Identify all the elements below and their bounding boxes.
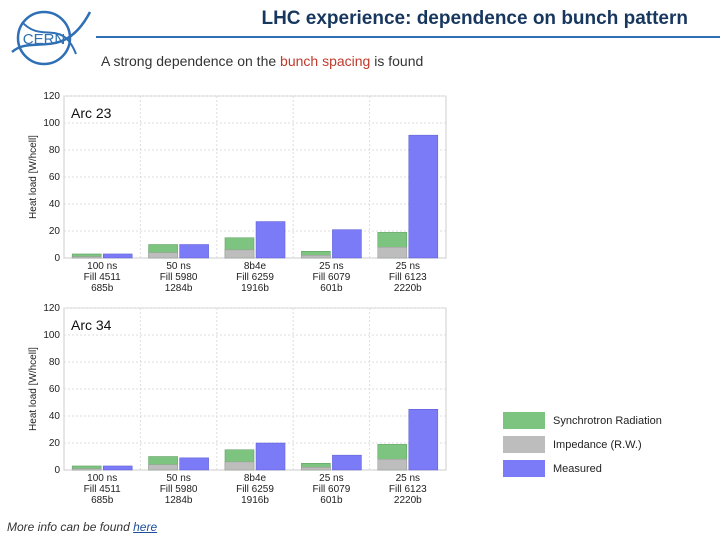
x-tick-label: 25 ns xyxy=(319,473,343,484)
x-tick-label: 50 ns xyxy=(166,473,190,484)
y-axis-label: Heat load [W/hcell] xyxy=(28,135,39,219)
chart-arc-23: 0 20 40 60 80 100 120 Heat load [W/hcell] 100 ns… xyxy=(28,91,447,294)
legend-item-synchrotron: Synchrotron Radiation xyxy=(503,412,703,429)
y-tick-label: 20 xyxy=(49,438,61,449)
x-tick-label: 2220b xyxy=(394,283,422,294)
bar-impedance xyxy=(71,256,102,259)
bar-impedance xyxy=(377,246,408,259)
chart-legend: Synchrotron Radiation Impedance (R.W.) M… xyxy=(503,412,703,484)
bar-measured xyxy=(332,229,362,259)
subtitle-text-after: is found xyxy=(370,53,424,69)
bar-measured xyxy=(179,457,209,471)
cern-logo: CERN xyxy=(2,4,98,68)
x-tick-label: Fill 6123 xyxy=(389,272,427,283)
more-info-link[interactable]: here xyxy=(133,520,158,534)
x-tick-label: Fill 6123 xyxy=(389,484,427,495)
x-tick-label: Fill 4511 xyxy=(84,272,121,283)
bar-impedance xyxy=(71,468,102,471)
chart-arc-34: 0 20 40 60 80 100 120 Heat load [W/hcell] 100 ns… xyxy=(28,303,447,506)
y-tick-label: 0 xyxy=(54,253,60,264)
x-tick-label: 25 ns xyxy=(396,261,420,272)
logo-text: CERN xyxy=(23,31,66,48)
x-tick-label: 1284b xyxy=(165,283,193,294)
legend-item-impedance: Impedance (R.W.) xyxy=(503,436,703,453)
legend-swatch-measured xyxy=(503,460,545,477)
x-tick-label: 25 ns xyxy=(396,473,420,484)
y-axis-label: Heat load [W/hcell] xyxy=(28,347,39,431)
bar-impedance xyxy=(224,461,255,471)
title-divider xyxy=(96,36,720,38)
legend-label-measured: Measured xyxy=(553,462,602,475)
bar-impedance xyxy=(224,249,255,259)
y-tick-label: 120 xyxy=(43,303,60,314)
bar-measured xyxy=(102,253,133,259)
bar-impedance xyxy=(148,252,178,259)
bar-measured xyxy=(332,454,362,471)
x-tick-label: 8b4e xyxy=(244,261,267,272)
x-tick-label: Fill 6259 xyxy=(236,272,274,283)
plot-area xyxy=(63,307,447,471)
y-tick-label: 40 xyxy=(49,199,61,210)
x-tick-label: Fill 5980 xyxy=(160,484,198,495)
bar-measured xyxy=(408,134,439,259)
y-tick-label: 80 xyxy=(49,145,61,156)
x-tick-label: 100 ns xyxy=(87,261,117,272)
x-tick-label: 1916b xyxy=(241,495,269,506)
y-tick-label: 60 xyxy=(49,172,61,183)
y-tick-label: 120 xyxy=(43,91,60,102)
x-tick-label: 100 ns xyxy=(87,473,117,484)
plot-area xyxy=(63,95,447,259)
y-tick-label: 60 xyxy=(49,384,61,395)
y-tick-label: 0 xyxy=(54,465,60,476)
page-title: LHC experience: dependence on bunch patt… xyxy=(261,8,688,29)
x-tick-label: 685b xyxy=(91,283,114,294)
legend-swatch-impedance xyxy=(503,436,545,453)
y-tick-label: 80 xyxy=(49,357,61,368)
bar-measured xyxy=(179,244,209,259)
x-tick-label: Fill 6259 xyxy=(236,484,274,495)
x-tick-label: 1284b xyxy=(165,495,193,506)
x-tick-label: 50 ns xyxy=(166,261,190,272)
bar-measured xyxy=(408,409,439,471)
x-tick-label: 601b xyxy=(320,495,343,506)
x-tick-label: 685b xyxy=(91,495,114,506)
legend-item-measured: Measured xyxy=(503,460,703,477)
bar-impedance xyxy=(148,464,178,471)
bar-measured xyxy=(255,221,286,259)
bar-impedance xyxy=(301,467,331,471)
bar-measured xyxy=(255,442,286,471)
x-tick-label: 25 ns xyxy=(319,261,343,272)
y-tick-label: 40 xyxy=(49,411,61,422)
y-tick-label: 20 xyxy=(49,226,61,237)
subtitle-accent: bunch spacing xyxy=(280,53,371,69)
bar-impedance xyxy=(301,255,331,259)
chart-title: Arc 34 xyxy=(71,317,112,333)
subtitle-text-before: A strong dependence on the xyxy=(101,53,281,69)
x-tick-label: 601b xyxy=(320,283,343,294)
bar-impedance xyxy=(377,458,408,471)
legend-swatch-synchrotron xyxy=(503,412,545,429)
subtitle: A strong dependence on the bunch spacing… xyxy=(101,53,423,69)
x-tick-label: Fill 5980 xyxy=(160,272,198,283)
y-tick-label: 100 xyxy=(43,118,60,129)
footer-note: More info can be found here xyxy=(7,520,157,534)
legend-label-synchrotron: Synchrotron Radiation xyxy=(553,414,662,427)
x-tick-label: 2220b xyxy=(394,495,422,506)
footer-text: More info can be found xyxy=(7,520,134,534)
x-tick-label: 8b4e xyxy=(244,473,267,484)
x-tick-label: Fill 6079 xyxy=(312,484,350,495)
y-tick-label: 100 xyxy=(43,330,60,341)
x-tick-label: Fill 4511 xyxy=(84,484,121,495)
legend-label-impedance: Impedance (R.W.) xyxy=(553,438,642,451)
bar-measured xyxy=(102,465,133,471)
x-tick-label: 1916b xyxy=(241,283,269,294)
chart-title: Arc 23 xyxy=(71,105,112,121)
x-tick-label: Fill 6079 xyxy=(312,272,350,283)
